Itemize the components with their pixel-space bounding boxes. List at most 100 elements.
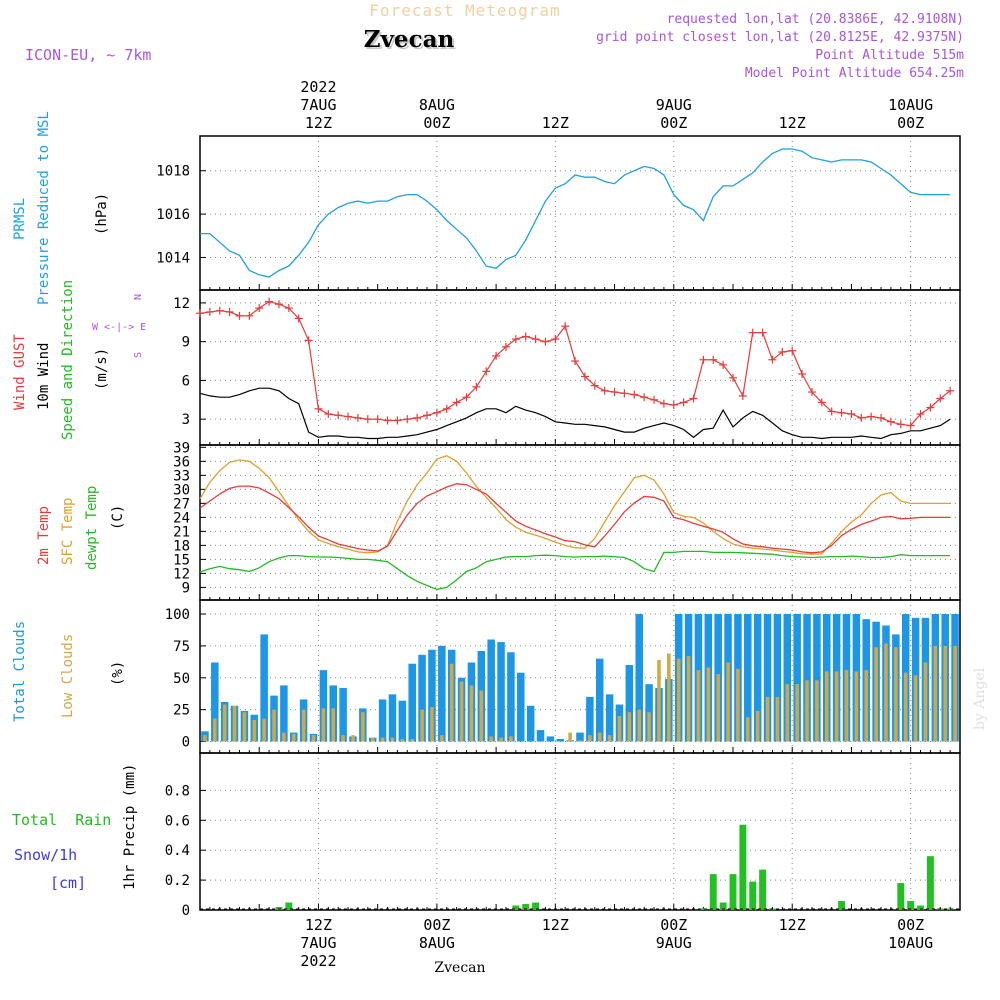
rain-bar bbox=[926, 856, 934, 910]
rain-bar bbox=[759, 869, 767, 910]
wind-speed-line bbox=[199, 387, 951, 440]
pressure-ytick-label: 1014 bbox=[156, 250, 190, 266]
low-cloud-bar bbox=[834, 671, 839, 742]
total-cloud-bar bbox=[605, 694, 614, 742]
low-cloud-bar bbox=[647, 712, 651, 742]
total-cloud-bar bbox=[526, 705, 535, 742]
total-cloud-bar bbox=[438, 645, 446, 742]
wind-frame bbox=[199, 289, 961, 446]
compass-n: N bbox=[133, 294, 144, 300]
bottom-axis-label: 00Z bbox=[423, 916, 450, 934]
low-cloud-bar bbox=[686, 656, 691, 742]
pressure-label-msl: Pressure Reduced to MSL bbox=[36, 111, 52, 305]
wind-ytick-label: 12 bbox=[173, 296, 190, 312]
low-cloud-bar bbox=[578, 740, 582, 742]
total-cloud-bar bbox=[388, 694, 397, 742]
low-cloud-bar bbox=[232, 705, 237, 742]
bottom-axis-label: 12Z bbox=[779, 916, 806, 934]
low-cloud-bar bbox=[262, 718, 266, 742]
total-cloud-bar bbox=[408, 663, 416, 742]
precip-label-rain: Total Rain bbox=[12, 811, 111, 829]
precip-ytick-label: 0 bbox=[182, 903, 190, 919]
low-cloud-bar bbox=[489, 736, 493, 742]
station-title: Zvecan bbox=[364, 26, 455, 53]
wind-panel-labels: Wind GUST 10m Wind Speed and Direction (… bbox=[12, 280, 146, 440]
low-cloud-bar bbox=[894, 647, 898, 742]
requested-coords: requested lon,lat (20.8386E, 42.9108N) bbox=[667, 12, 964, 27]
cloud-label-total: Total Clouds bbox=[12, 621, 28, 722]
rain-bar bbox=[285, 902, 293, 910]
low-cloud-bar bbox=[903, 672, 908, 742]
total-cloud-bar bbox=[211, 662, 219, 742]
top-axis-label: 9AUG bbox=[656, 96, 692, 114]
top-axis-label: 2022 bbox=[300, 78, 336, 96]
low-cloud-bar bbox=[824, 671, 829, 742]
low-cloud-bar bbox=[420, 709, 424, 742]
rain-bar bbox=[512, 905, 520, 910]
rain-bar bbox=[838, 901, 846, 910]
low-cloud-bar bbox=[509, 736, 513, 742]
low-cloud-bar bbox=[726, 662, 730, 742]
total-cloud-bar bbox=[536, 730, 545, 742]
total-cloud-bar bbox=[507, 652, 515, 742]
low-cloud-bar bbox=[884, 643, 888, 742]
precip-panel-labels: Total Rain Snow/1h [cm] 1hr Precip (mm) bbox=[12, 764, 138, 892]
precip-ytick-label: 0.8 bbox=[165, 783, 190, 799]
low-cloud-bar bbox=[430, 707, 434, 742]
cloud-ytick-label: 50 bbox=[173, 671, 190, 687]
low-cloud-bar bbox=[913, 675, 918, 742]
top-axis-label: 12Z bbox=[542, 114, 569, 132]
pressure-frame bbox=[199, 135, 961, 291]
low-cloud-bar bbox=[943, 645, 947, 742]
low-cloud-bar bbox=[203, 735, 207, 742]
bottom-axis-label: 00Z bbox=[897, 916, 924, 934]
low-cloud-bar bbox=[449, 663, 454, 742]
gridpoint-coords: grid point closest lon,lat (20.8125E, 42… bbox=[596, 30, 964, 45]
total-cloud-bar bbox=[576, 732, 584, 742]
total-cloud-bar bbox=[428, 649, 436, 742]
total-cloud-bar bbox=[635, 614, 643, 742]
top-axis-label: 7AUG bbox=[300, 96, 336, 114]
low-cloud-bar bbox=[805, 680, 809, 742]
model-point-altitude: Model Point Altitude 654.25m bbox=[745, 66, 964, 81]
low-cloud-bar bbox=[321, 708, 326, 742]
low-cloud-bar bbox=[696, 670, 701, 742]
cloud-unit: (%) bbox=[110, 661, 126, 686]
temp-label-2m: 2m Temp bbox=[36, 506, 52, 565]
low-cloud-bar bbox=[311, 735, 316, 742]
temp-ytick-label: 15 bbox=[173, 552, 190, 568]
rain-bar bbox=[907, 901, 915, 910]
low-cloud-bar bbox=[341, 735, 345, 742]
low-cloud-bar bbox=[597, 732, 602, 742]
temp-ytick-label: 18 bbox=[173, 538, 190, 554]
cloud-ytick-label: 100 bbox=[165, 607, 190, 623]
low-cloud-bar bbox=[440, 735, 444, 742]
total-cloud-bar bbox=[260, 634, 268, 742]
temp-ytick-label: 27 bbox=[173, 496, 190, 512]
rain-bar bbox=[729, 874, 737, 910]
temp-panel-labels: 2m Temp SFC Temp dewpt Temp (C) bbox=[36, 486, 126, 570]
super-title: Forecast Meteogram bbox=[369, 1, 560, 20]
bottom-axis-label: 00Z bbox=[660, 916, 687, 934]
low-cloud-bar bbox=[736, 668, 740, 742]
total-cloud-bar bbox=[793, 614, 801, 742]
total-cloud-bar bbox=[497, 642, 505, 742]
precip-ylabel: 1hr Precip (mm) bbox=[122, 764, 138, 890]
low-cloud-bar bbox=[459, 681, 464, 742]
temp-ytick-label: 33 bbox=[173, 468, 190, 484]
temp-ytick-label: 9 bbox=[182, 580, 190, 596]
low-cloud-bar bbox=[854, 671, 859, 742]
total-cloud-bar bbox=[753, 614, 762, 742]
wind-label-10m: 10m Wind bbox=[36, 343, 52, 410]
precip-label-snow: Snow/1h bbox=[14, 846, 77, 864]
total-cloud-bar bbox=[595, 658, 604, 742]
low-cloud-bar bbox=[242, 712, 247, 742]
point-altitude: Point Altitude 515m bbox=[815, 48, 964, 63]
low-cloud-bar bbox=[844, 670, 849, 742]
wind-ytick-label: 6 bbox=[182, 373, 190, 389]
low-cloud-bar bbox=[657, 659, 661, 742]
